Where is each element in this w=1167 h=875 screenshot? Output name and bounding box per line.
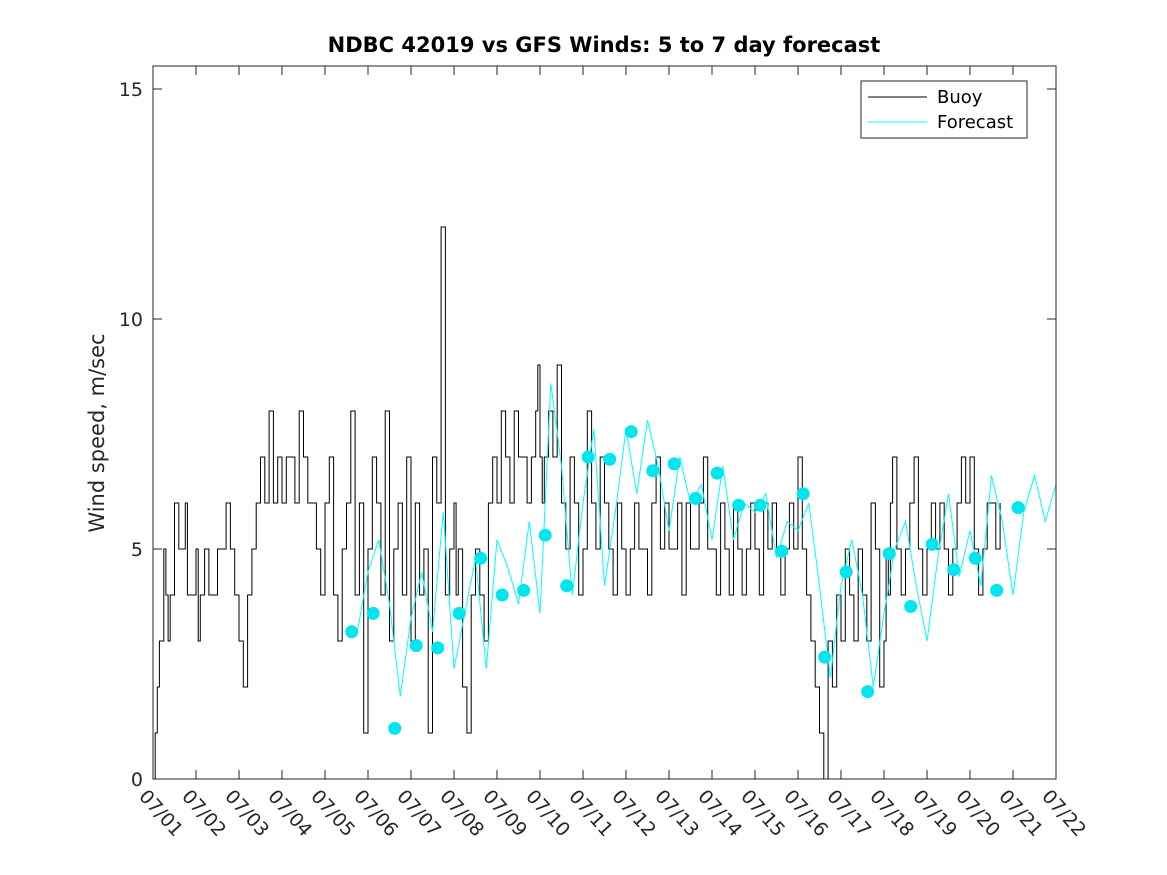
forecast-point — [667, 457, 681, 471]
forecast-point — [560, 579, 574, 593]
forecast-point — [646, 464, 660, 478]
forecast-point — [732, 498, 746, 512]
forecast-point — [753, 498, 767, 512]
marker-layer — [345, 425, 1025, 735]
forecast-point — [581, 450, 595, 464]
y-tick-label: 0 — [131, 769, 143, 791]
forecast-point — [409, 639, 423, 653]
legend-forecast-label: Forecast — [937, 112, 1013, 133]
forecast-point — [1011, 501, 1025, 515]
y-tick-label: 5 — [131, 539, 143, 561]
legend-box — [860, 80, 1028, 139]
forecast-point — [775, 544, 789, 558]
forecast-point — [990, 583, 1004, 597]
forecast-point — [345, 625, 359, 639]
forecast-point — [366, 606, 380, 620]
forecast-point — [968, 551, 982, 565]
forecast-point — [947, 563, 961, 577]
forecast-point — [861, 685, 875, 699]
forecast-point — [925, 537, 939, 551]
forecast-point — [796, 487, 810, 501]
forecast-point — [904, 600, 918, 613]
forecast-point — [710, 466, 724, 480]
y-tick-label: 10 — [119, 309, 143, 331]
y-axis-label: Wind speed, m/sec — [85, 333, 109, 532]
forecast-point — [431, 641, 445, 655]
forecast-point — [452, 606, 466, 620]
forecast-point — [818, 650, 832, 664]
forecast-point — [839, 565, 853, 579]
forecast-point — [388, 721, 402, 735]
forecast-point — [882, 547, 896, 561]
forecast-series-line — [356, 383, 1056, 697]
forecast-point — [517, 583, 531, 597]
forecast-point — [538, 528, 552, 542]
forecast-point — [624, 425, 638, 439]
forecast-point — [603, 452, 617, 466]
forecast-point — [474, 551, 488, 565]
y-tick-label: 15 — [119, 79, 143, 101]
plot-frame — [152, 65, 1057, 780]
chart-title: NDBC 42019 vs GFS Winds: 5 to 7 day fore… — [328, 33, 881, 57]
series-layer — [153, 226, 1056, 779]
legend: Buoy Forecast — [860, 80, 1028, 139]
y-axis: 0 5 10 15 — [119, 79, 1056, 791]
legend-buoy-label: Buoy — [937, 87, 983, 108]
forecast-point — [689, 491, 703, 505]
forecast-point — [495, 588, 509, 602]
